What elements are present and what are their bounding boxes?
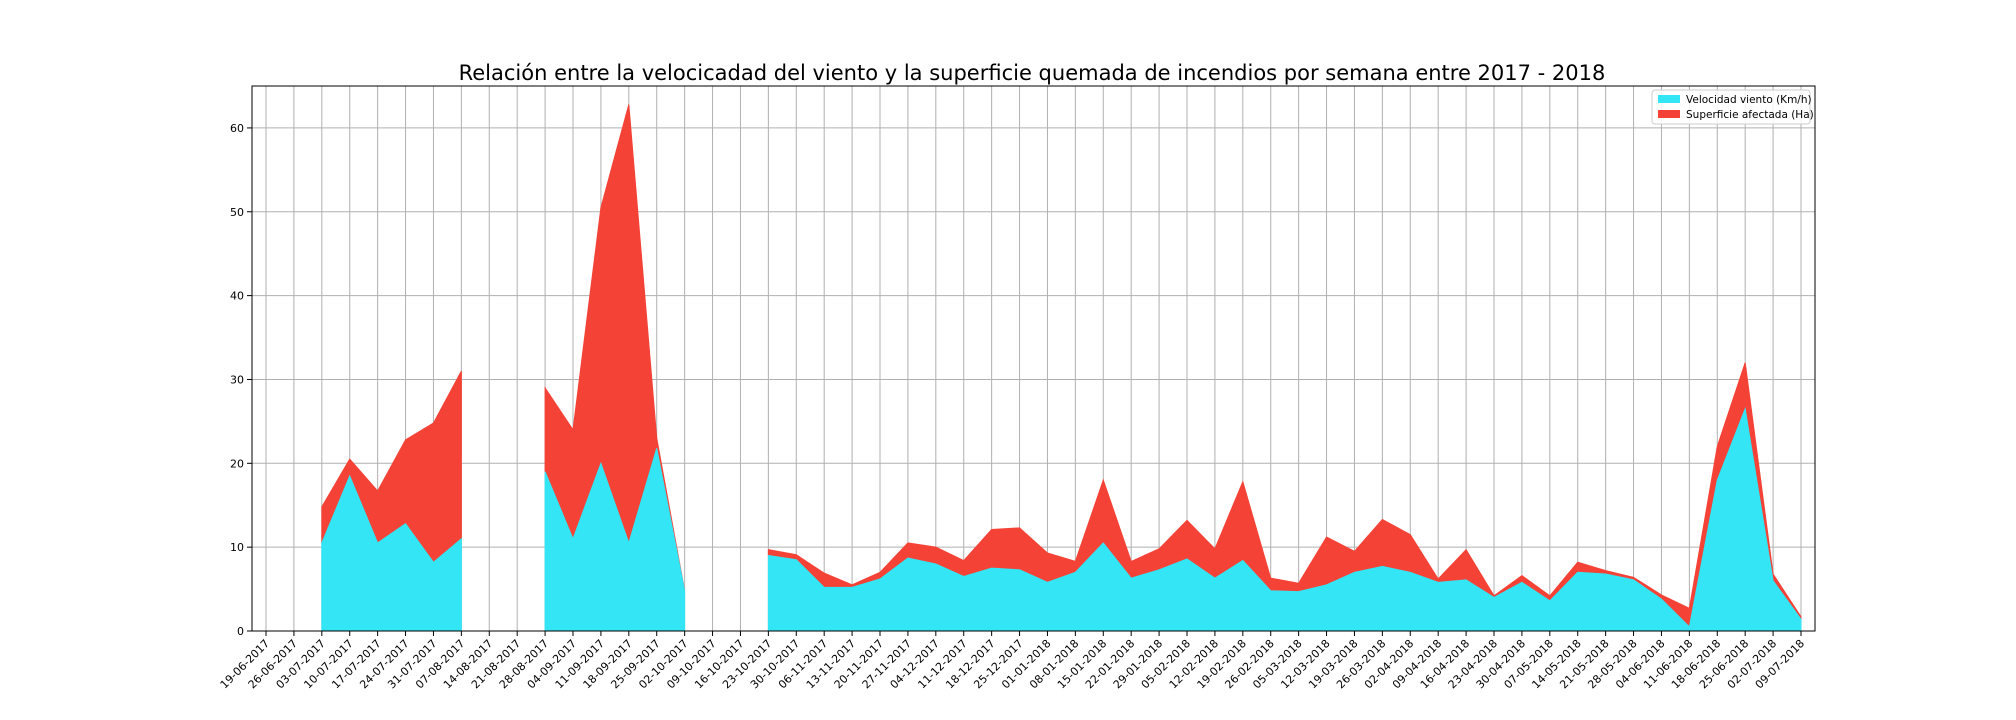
- y-tick-label: 10: [230, 541, 244, 554]
- y-axis: 0 10 20 30 40 50 60: [230, 122, 252, 638]
- area-series: [321, 104, 1802, 632]
- plot-frame: [251, 85, 1816, 632]
- y-tick-label: 60: [230, 122, 244, 135]
- area-segment-viento: [767, 406, 1802, 632]
- legend-label-area: Superficie afectada (Ha): [1686, 109, 1814, 121]
- chart-title: Relación entre la velocicadad del viento…: [459, 61, 1606, 85]
- x-axis: 19-06-201726-06-201703-07-201710-07-2017…: [218, 631, 1807, 691]
- y-tick-label: 50: [230, 206, 244, 219]
- y-tick-label: 20: [230, 457, 244, 470]
- legend-box: [1651, 89, 1811, 125]
- legend-swatch-wind: [1658, 95, 1680, 103]
- y-tick-label: 40: [230, 290, 244, 303]
- y-tick-label: 0: [237, 625, 244, 638]
- legend-label-wind: Velocidad viento (Km/h): [1686, 94, 1812, 106]
- legend: Velocidad viento (Km/h) Superficie afect…: [1651, 89, 1814, 125]
- y-tick-label: 30: [230, 373, 244, 386]
- legend-swatch-area: [1658, 110, 1680, 118]
